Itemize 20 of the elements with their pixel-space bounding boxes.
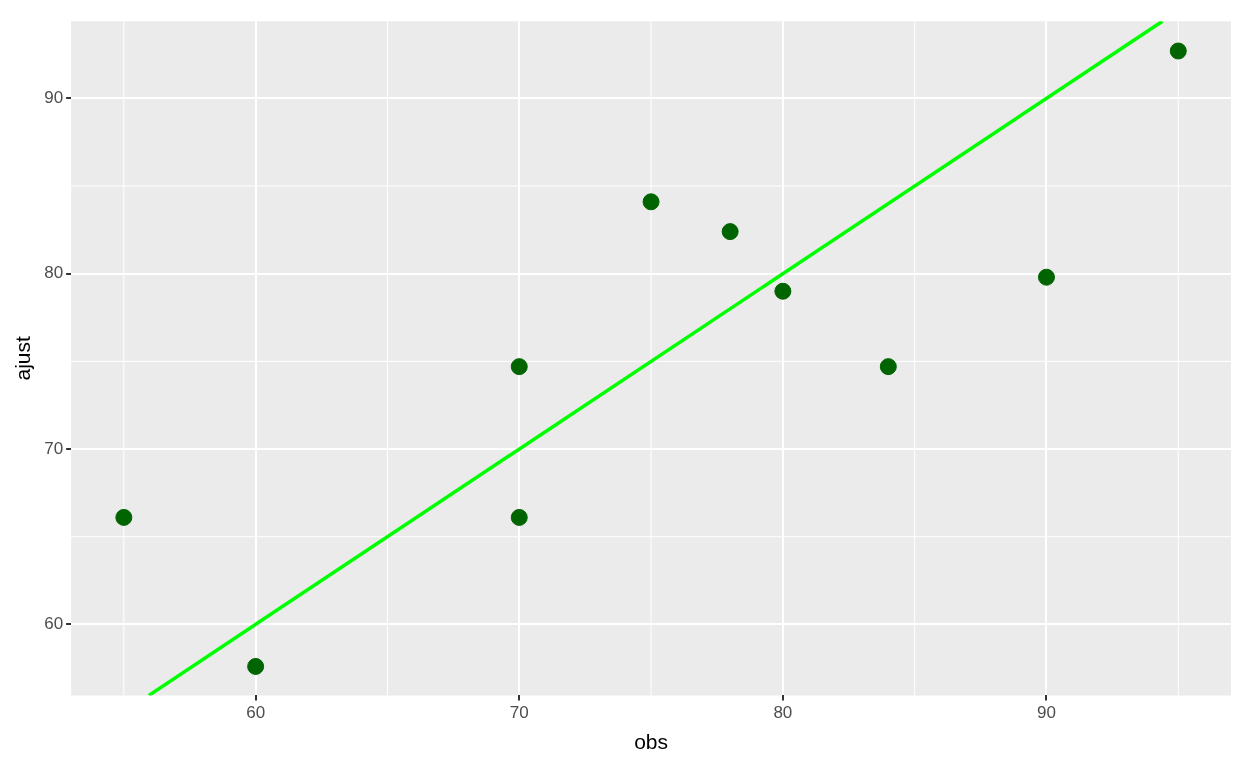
point — [510, 358, 528, 376]
point — [642, 193, 660, 211]
y-tick-label: 70 — [44, 438, 64, 458]
y-tick-label: 80 — [44, 263, 64, 283]
x-tick-label: 90 — [1037, 703, 1056, 723]
y-tick-label: 90 — [44, 88, 64, 108]
point — [774, 282, 792, 300]
point — [510, 508, 528, 526]
x-tick-label: 60 — [246, 703, 266, 723]
point — [879, 358, 897, 376]
point — [1037, 268, 1055, 286]
x-tick-label: 70 — [509, 703, 529, 723]
x-tick-label: 80 — [773, 703, 793, 723]
y-tick-label: 60 — [44, 614, 64, 634]
point — [721, 223, 739, 241]
x-axis-title: obs — [634, 730, 668, 754]
point — [247, 657, 265, 675]
point — [1169, 42, 1187, 60]
point — [115, 508, 133, 526]
y-axis-title: ajust — [11, 335, 35, 381]
